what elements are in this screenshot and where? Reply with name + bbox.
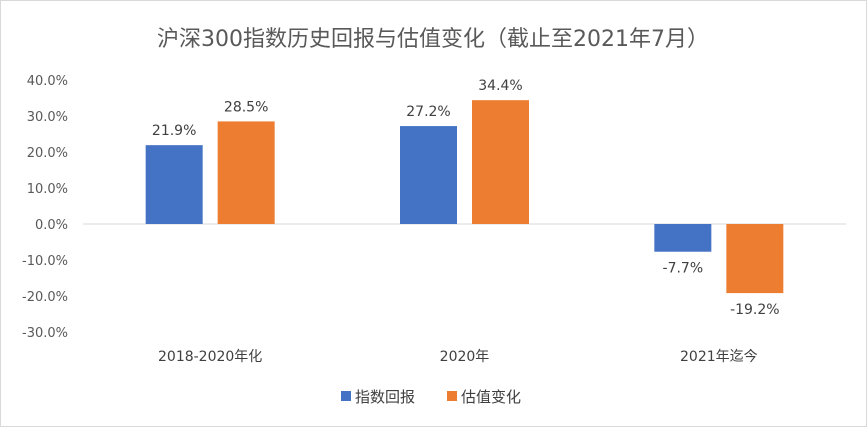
y-tick-label: -20.0% [22, 290, 68, 305]
data-label: 27.2% [406, 104, 450, 120]
data-label: 21.9% [152, 123, 196, 139]
legend-swatch [341, 391, 351, 401]
data-label: -7.7% [663, 261, 704, 277]
data-label: 28.5% [224, 99, 268, 115]
data-label: 34.4% [478, 78, 522, 94]
data-label: -19.2% [730, 302, 780, 318]
bar [400, 126, 457, 224]
y-tick-label: -30.0% [22, 326, 68, 341]
chart-title: 沪深300指数历史回报与估值变化（截止至2021年7月） [157, 27, 709, 52]
bars [145, 100, 784, 294]
y-tick-label: 20.0% [27, 146, 68, 161]
y-tick-label: 40.0% [27, 74, 68, 89]
bar [726, 224, 784, 294]
category-label: 2020年 [440, 349, 490, 365]
category-label: 2021年迄今 [680, 349, 758, 365]
y-tick-label: 10.0% [27, 182, 68, 197]
bar [217, 121, 275, 224]
y-tick-label: 30.0% [27, 110, 68, 125]
data-labels: 21.9% 28.5% 27.2% 34.4% -7.7% -19.2% [152, 78, 780, 318]
category-labels: 2018-2020年化 2020年 2021年迄今 [158, 349, 758, 365]
legend: 指数回报 估值变化 [341, 388, 521, 406]
category-label: 2018-2020年化 [158, 349, 262, 365]
y-tick-label: 0.0% [35, 218, 68, 233]
bar [654, 224, 712, 252]
y-axis-tick-labels: 40.0% 30.0% 20.0% 10.0% 0.0% -10.0% -20.0% -30.… [22, 74, 68, 341]
bar [145, 145, 203, 224]
legend-label: 估值变化 [461, 388, 521, 406]
bar [472, 100, 529, 224]
legend-label: 指数回报 [355, 388, 415, 406]
y-tick-label: -10.0% [22, 254, 68, 269]
legend-swatch [447, 391, 457, 401]
